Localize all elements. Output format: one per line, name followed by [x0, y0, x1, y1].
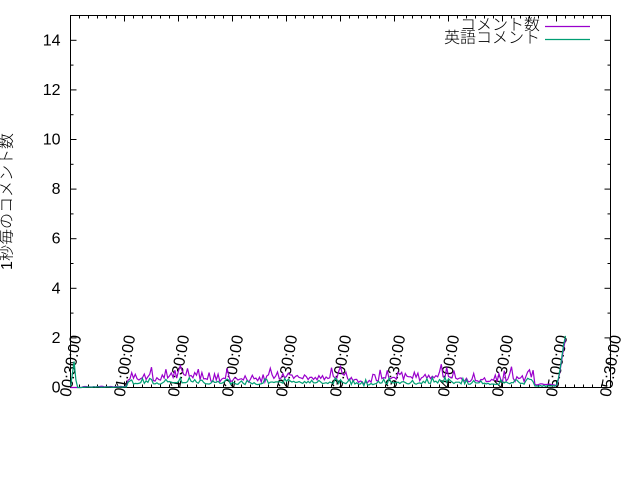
svg-text:12: 12: [43, 82, 61, 99]
svg-text:6: 6: [52, 231, 61, 248]
svg-text:10: 10: [43, 132, 61, 149]
svg-text:4: 4: [52, 280, 61, 297]
svg-text:1秒毎のコメント数: 1秒毎のコメント数: [0, 133, 16, 270]
svg-text:2: 2: [52, 330, 61, 347]
svg-text:8: 8: [52, 181, 61, 198]
svg-text:14: 14: [43, 32, 61, 49]
svg-text:英語コメント: 英語コメント: [444, 29, 540, 47]
